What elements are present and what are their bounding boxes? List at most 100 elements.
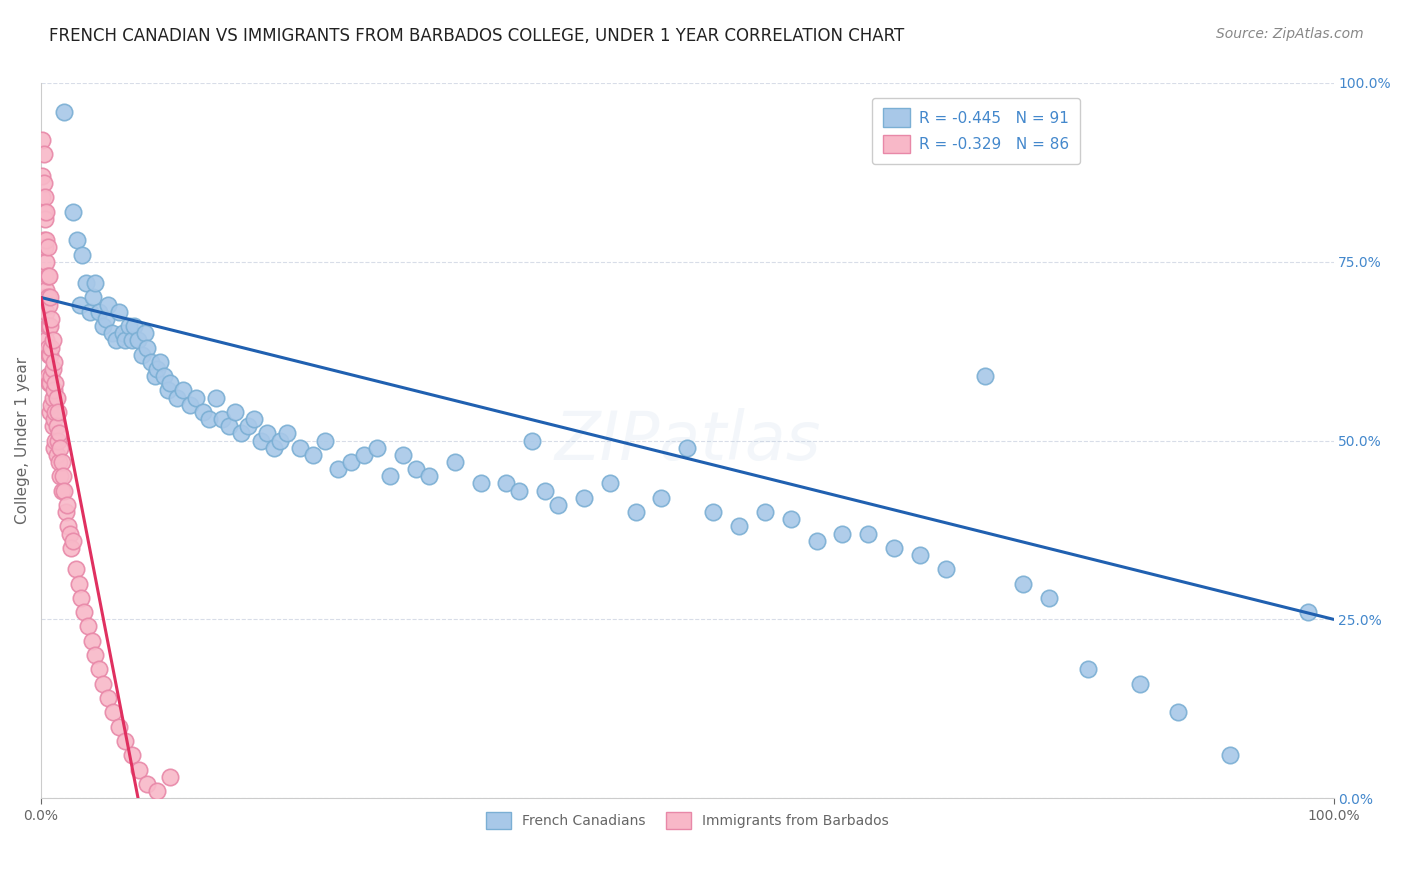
- Y-axis label: College, Under 1 year: College, Under 1 year: [15, 357, 30, 524]
- Point: [42, 419, 65, 434]
- Point: [211, 412, 233, 426]
- Point: [136, 341, 159, 355]
- Point: [159, 376, 181, 391]
- Point: [39, 405, 62, 419]
- Point: [392, 448, 415, 462]
- Point: [79, 305, 101, 319]
- Point: [198, 412, 221, 426]
- Point: [32, 147, 55, 161]
- Point: [470, 476, 492, 491]
- Point: [62, 533, 84, 548]
- Point: [702, 505, 724, 519]
- Point: [89, 305, 111, 319]
- Point: [146, 784, 169, 798]
- Point: [1219, 748, 1241, 763]
- Point: [69, 298, 91, 312]
- Point: [65, 562, 87, 576]
- Point: [418, 469, 440, 483]
- Point: [1129, 676, 1152, 690]
- Legend: French Canadians, Immigrants from Barbados: French Canadians, Immigrants from Barbad…: [479, 806, 894, 834]
- Point: [34, 211, 56, 226]
- Point: [105, 334, 128, 348]
- Point: [107, 305, 129, 319]
- Point: [55, 505, 77, 519]
- Point: [37, 291, 59, 305]
- Point: [42, 384, 65, 398]
- Point: [51, 483, 73, 498]
- Point: [250, 434, 273, 448]
- Point: [340, 455, 363, 469]
- Point: [37, 240, 59, 254]
- Point: [41, 369, 63, 384]
- Point: [121, 748, 143, 763]
- Point: [256, 426, 278, 441]
- Point: [80, 633, 103, 648]
- Point: [41, 312, 63, 326]
- Point: [204, 391, 226, 405]
- Point: [67, 576, 90, 591]
- Point: [103, 706, 125, 720]
- Point: [153, 369, 176, 384]
- Point: [44, 434, 66, 448]
- Point: [728, 519, 751, 533]
- Point: [650, 491, 672, 505]
- Point: [136, 777, 159, 791]
- Point: [121, 334, 143, 348]
- Point: [48, 455, 70, 469]
- Point: [75, 276, 97, 290]
- Point: [1038, 591, 1060, 605]
- Point: [111, 326, 134, 341]
- Point: [146, 362, 169, 376]
- Point: [39, 348, 62, 362]
- Point: [41, 398, 63, 412]
- Point: [179, 398, 201, 412]
- Point: [288, 441, 311, 455]
- Point: [76, 619, 98, 633]
- Point: [62, 204, 84, 219]
- Point: [97, 298, 120, 312]
- Point: [139, 355, 162, 369]
- Point: [236, 419, 259, 434]
- Point: [134, 326, 156, 341]
- Point: [166, 391, 188, 405]
- Point: [114, 334, 136, 348]
- Point: [676, 441, 699, 455]
- Point: [1012, 576, 1035, 591]
- Point: [49, 441, 72, 455]
- Point: [191, 405, 214, 419]
- Point: [149, 355, 172, 369]
- Point: [42, 412, 65, 426]
- Point: [38, 319, 60, 334]
- Point: [46, 434, 69, 448]
- Point: [45, 419, 67, 434]
- Point: [44, 405, 66, 419]
- Point: [42, 355, 65, 369]
- Point: [37, 319, 59, 334]
- Point: [156, 384, 179, 398]
- Point: [35, 305, 58, 319]
- Point: [72, 247, 94, 261]
- Point: [269, 434, 291, 448]
- Point: [94, 312, 117, 326]
- Point: [143, 369, 166, 384]
- Point: [39, 291, 62, 305]
- Point: [82, 291, 104, 305]
- Point: [101, 326, 124, 341]
- Point: [754, 505, 776, 519]
- Point: [35, 204, 58, 219]
- Point: [353, 448, 375, 462]
- Point: [45, 448, 67, 462]
- Point: [52, 469, 75, 483]
- Point: [56, 498, 79, 512]
- Point: [328, 462, 350, 476]
- Point: [48, 426, 70, 441]
- Point: [53, 483, 76, 498]
- Point: [34, 291, 56, 305]
- Point: [973, 369, 995, 384]
- Point: [508, 483, 530, 498]
- Point: [39, 319, 62, 334]
- Point: [547, 498, 569, 512]
- Point: [935, 562, 957, 576]
- Point: [70, 591, 93, 605]
- Point: [276, 426, 298, 441]
